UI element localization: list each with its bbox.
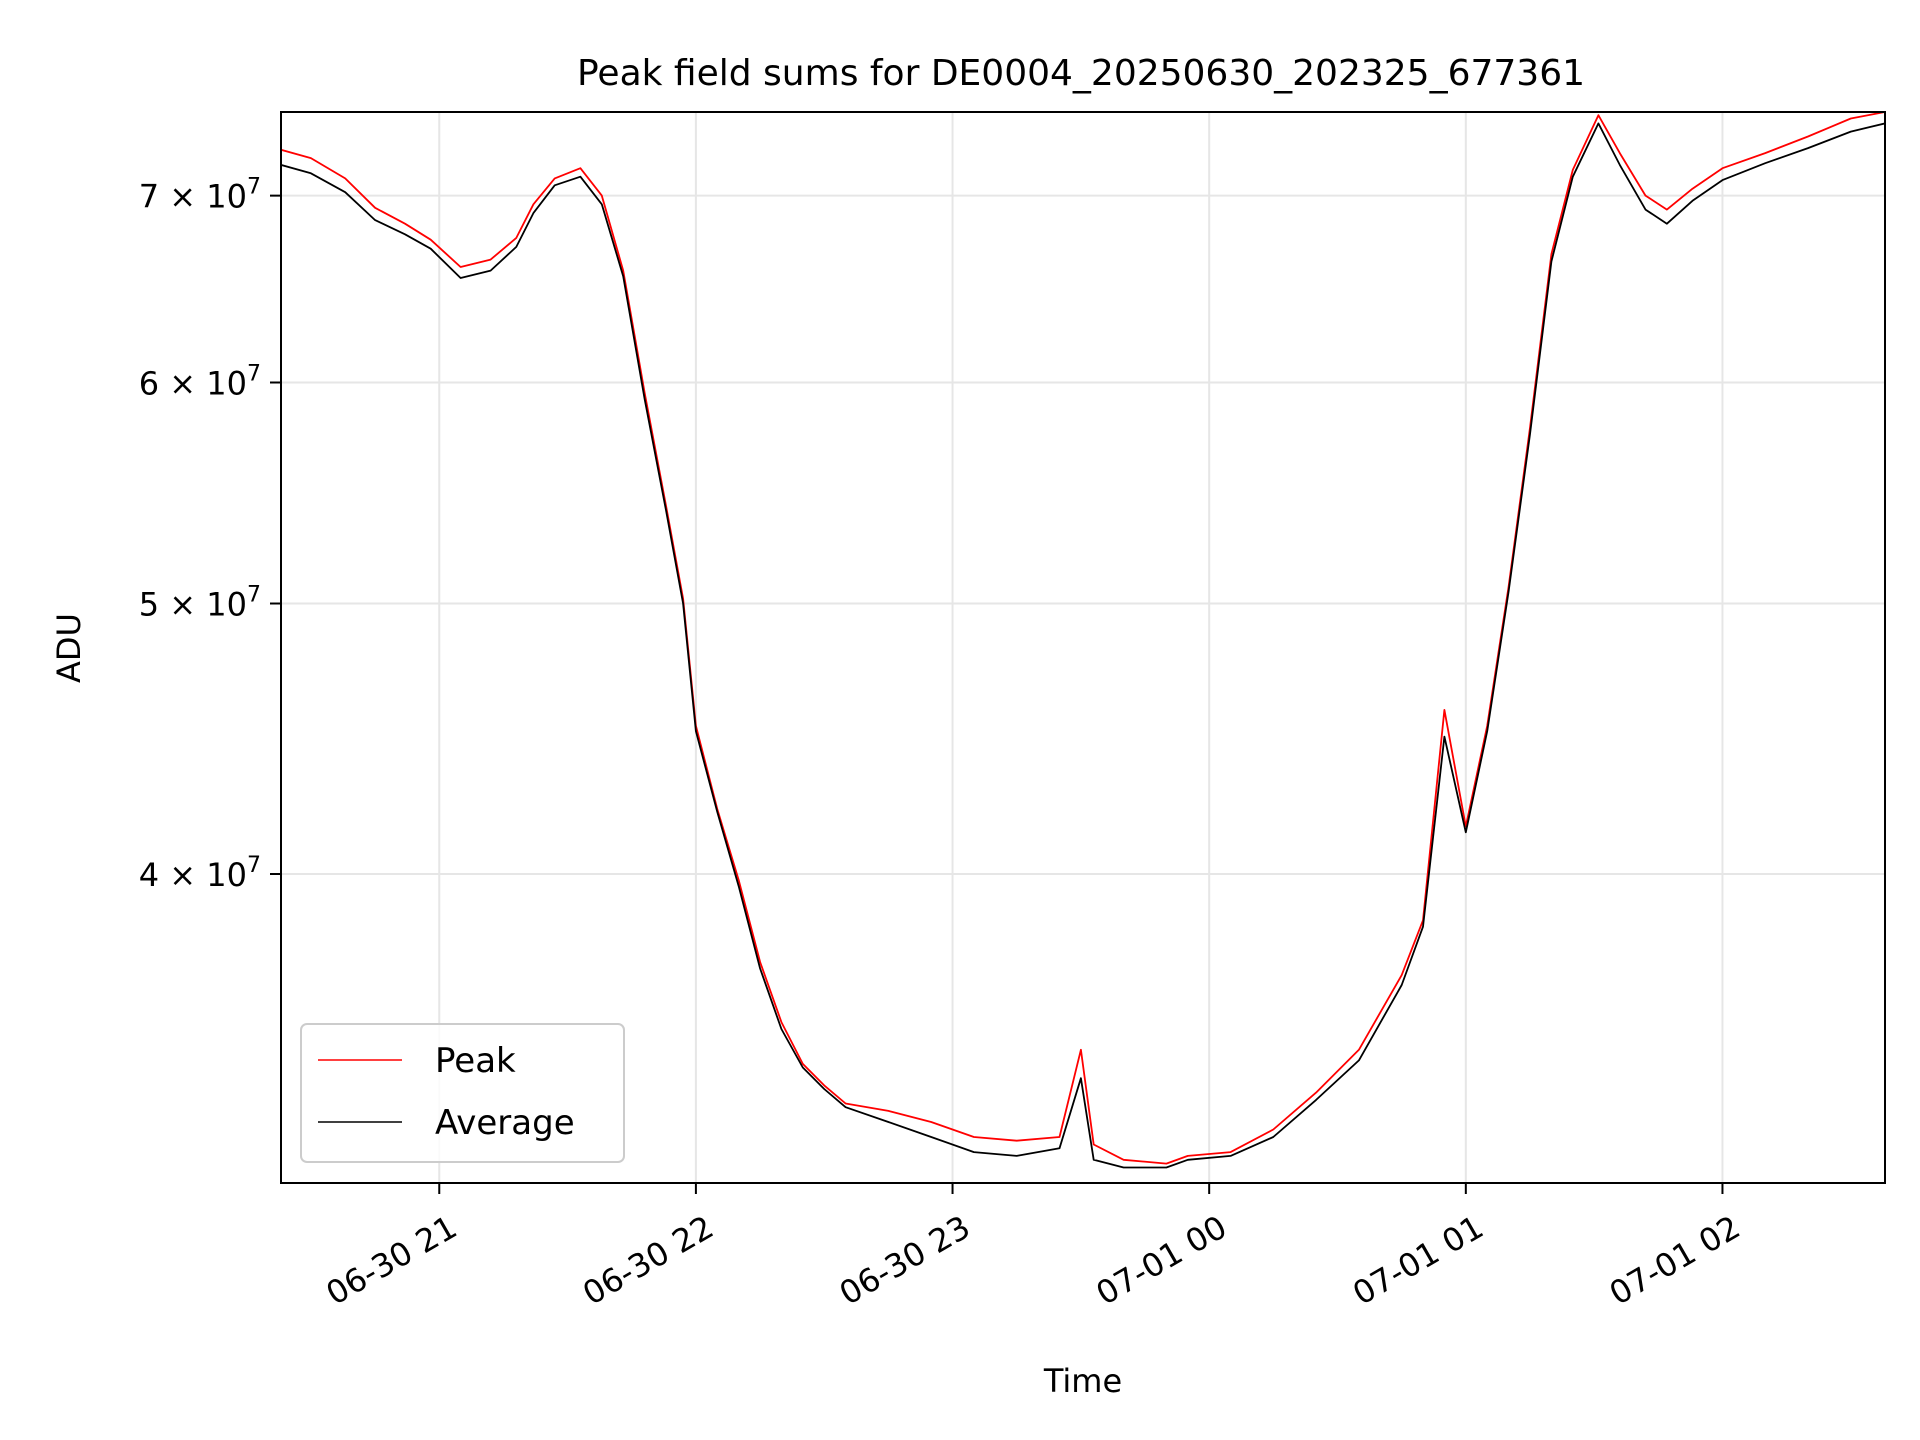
y-tick-label: 4 × 107 xyxy=(139,853,261,894)
y-tick-label: 7 × 107 xyxy=(139,175,261,216)
legend-box xyxy=(300,1023,625,1163)
y-tick-label: 6 × 107 xyxy=(139,361,261,402)
y-axis-label: ADU xyxy=(50,613,88,683)
legend: Peak Average xyxy=(300,1023,625,1163)
y-axis: 4 × 107 5 × 107 6 × 107 7 × 107 xyxy=(139,175,281,894)
y-tick-label: 5 × 107 xyxy=(139,583,261,624)
chart-title: Peak field sums for DE0004_20250630_2023… xyxy=(577,53,1585,94)
series-line-peak xyxy=(281,112,1885,1165)
grid-lines xyxy=(281,112,1885,1183)
x-axis-label: Time xyxy=(1043,1362,1122,1400)
legend-label-peak: Peak xyxy=(435,1041,516,1081)
series-line-average xyxy=(281,122,1885,1169)
plot-series xyxy=(281,112,1885,1169)
legend-label-average: Average xyxy=(435,1103,575,1143)
plot-area-frame xyxy=(280,111,1886,1184)
